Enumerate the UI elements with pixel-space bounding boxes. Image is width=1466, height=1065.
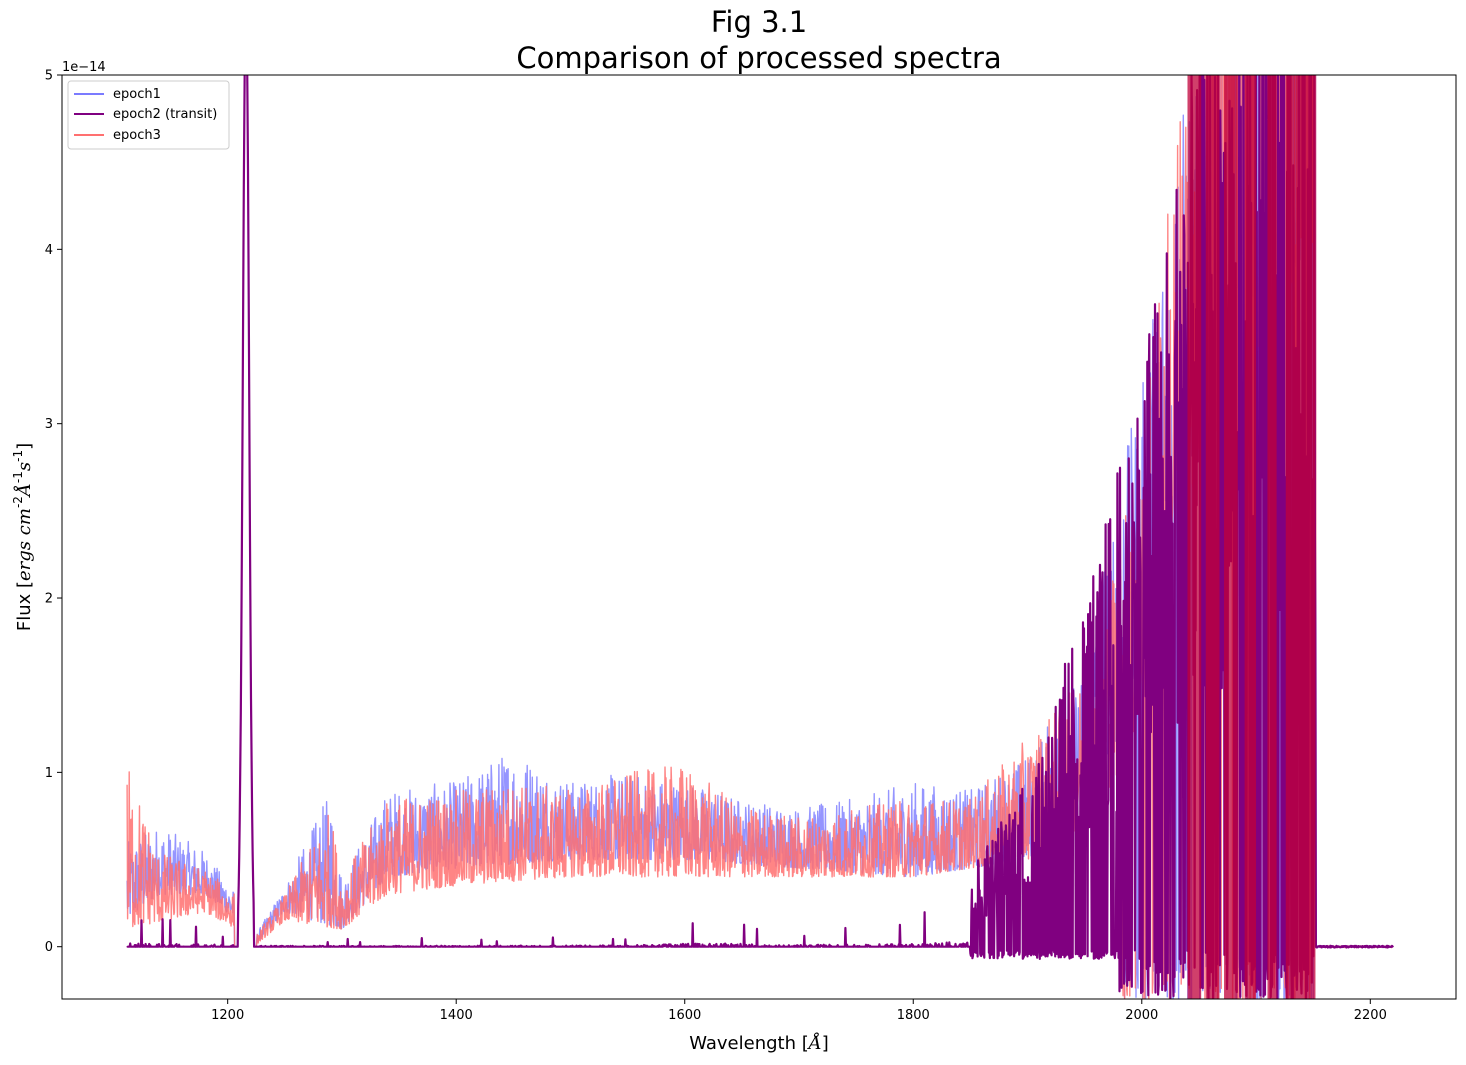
x-tick-label: 1800 (897, 1008, 930, 1023)
x-tick-label: 2000 (1125, 1008, 1158, 1023)
x-axis-label-unit: Å (807, 1032, 822, 1054)
y-tick-label: 4 (45, 243, 53, 258)
saturated-band (1285, 75, 1316, 999)
legend-label-epoch1: epoch1 (113, 87, 161, 102)
y-tick-label: 5 (45, 69, 53, 84)
chart-title-block: Fig 3.1 Comparison of processed spectra (62, 4, 1456, 76)
saturated-band (1267, 75, 1277, 999)
axes-frame (61, 74, 1457, 1000)
x-tick-label: 2200 (1354, 1008, 1387, 1023)
legend-label-epoch3: epoch3 (113, 128, 161, 143)
y-tick-label: 0 (45, 940, 53, 955)
y-tick-label: 1 (45, 766, 53, 781)
chart-subtitle: Comparison of processed spectra (516, 41, 1002, 75)
x-tick-label: 1600 (668, 1008, 701, 1023)
x-axis-label: Wavelength [Å] (689, 1032, 829, 1054)
series-line-epoch2 (126, 75, 1394, 999)
y-tick-label: 2 (45, 592, 53, 607)
y-axis: 0 1 2 3 4 5 (45, 69, 62, 955)
chart-title: Fig 3.1 (710, 5, 808, 39)
y-axis-label-text: Flux (14, 593, 35, 631)
x-tick-label: 1200 (211, 1008, 244, 1023)
saturated-band (1205, 75, 1220, 999)
x-axis: 1200 1400 1600 1800 2000 2200 (211, 999, 1387, 1023)
legend: epoch1 epoch2 (transit) epoch3 (67, 80, 230, 150)
x-axis-label-text: Wavelength (689, 1033, 796, 1054)
saturated-band (1224, 75, 1238, 999)
x-tick-label: 1400 (440, 1008, 473, 1023)
saturated-band (1187, 75, 1202, 999)
series-layer (126, 75, 1394, 999)
legend-box (67, 80, 230, 150)
y-tick-label: 3 (45, 417, 53, 432)
y-offset-label: 1e−14 (62, 60, 106, 75)
y-axis-label: Flux [ergs cm-2Å-1s-1] (11, 443, 35, 631)
saturated-band (1244, 75, 1257, 999)
legend-label-epoch2: epoch2 (transit) (113, 107, 217, 122)
series-line-epoch3 (126, 75, 1394, 999)
